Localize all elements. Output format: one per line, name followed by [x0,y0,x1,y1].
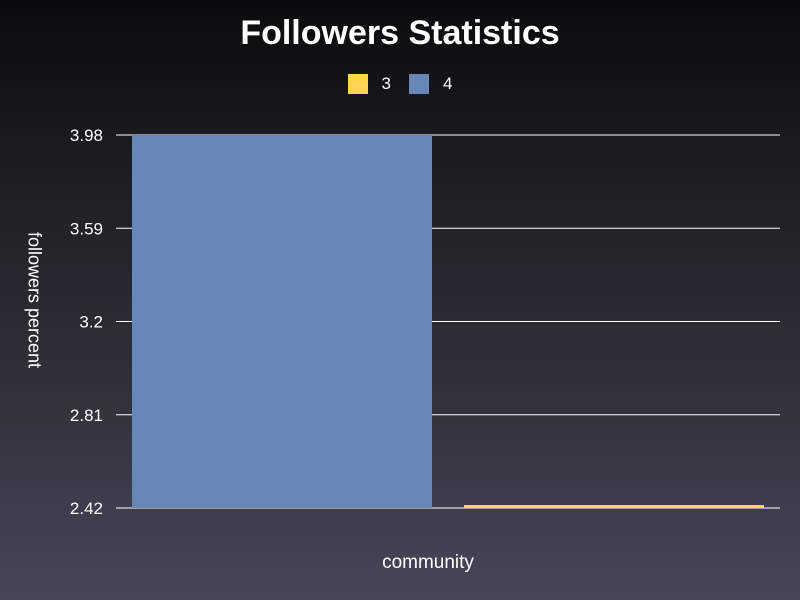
legend-swatch-series-4 [409,74,429,94]
y-tick-label: 3.59 [70,219,103,238]
legend-swatch-series-3 [347,74,368,94]
legend-label-series-4: 4 [443,74,453,93]
legend-item-series-4[interactable]: 4 [409,74,452,94]
legend-item-series-3[interactable]: 3 [347,74,391,94]
bar-series-4[interactable] [132,135,432,508]
y-tick-label: 3.98 [70,126,103,145]
y-tick-label: 2.81 [70,406,103,425]
legend-label-series-3: 3 [381,74,391,93]
y-tick-label: 3.2 [79,313,103,332]
y-tick-label: 2.42 [70,499,103,518]
x-axis-label: community [382,552,474,573]
chart-title: Followers Statistics [240,14,560,52]
bar-series-3[interactable] [464,505,764,508]
chart-legend: 3 4 [0,74,800,94]
